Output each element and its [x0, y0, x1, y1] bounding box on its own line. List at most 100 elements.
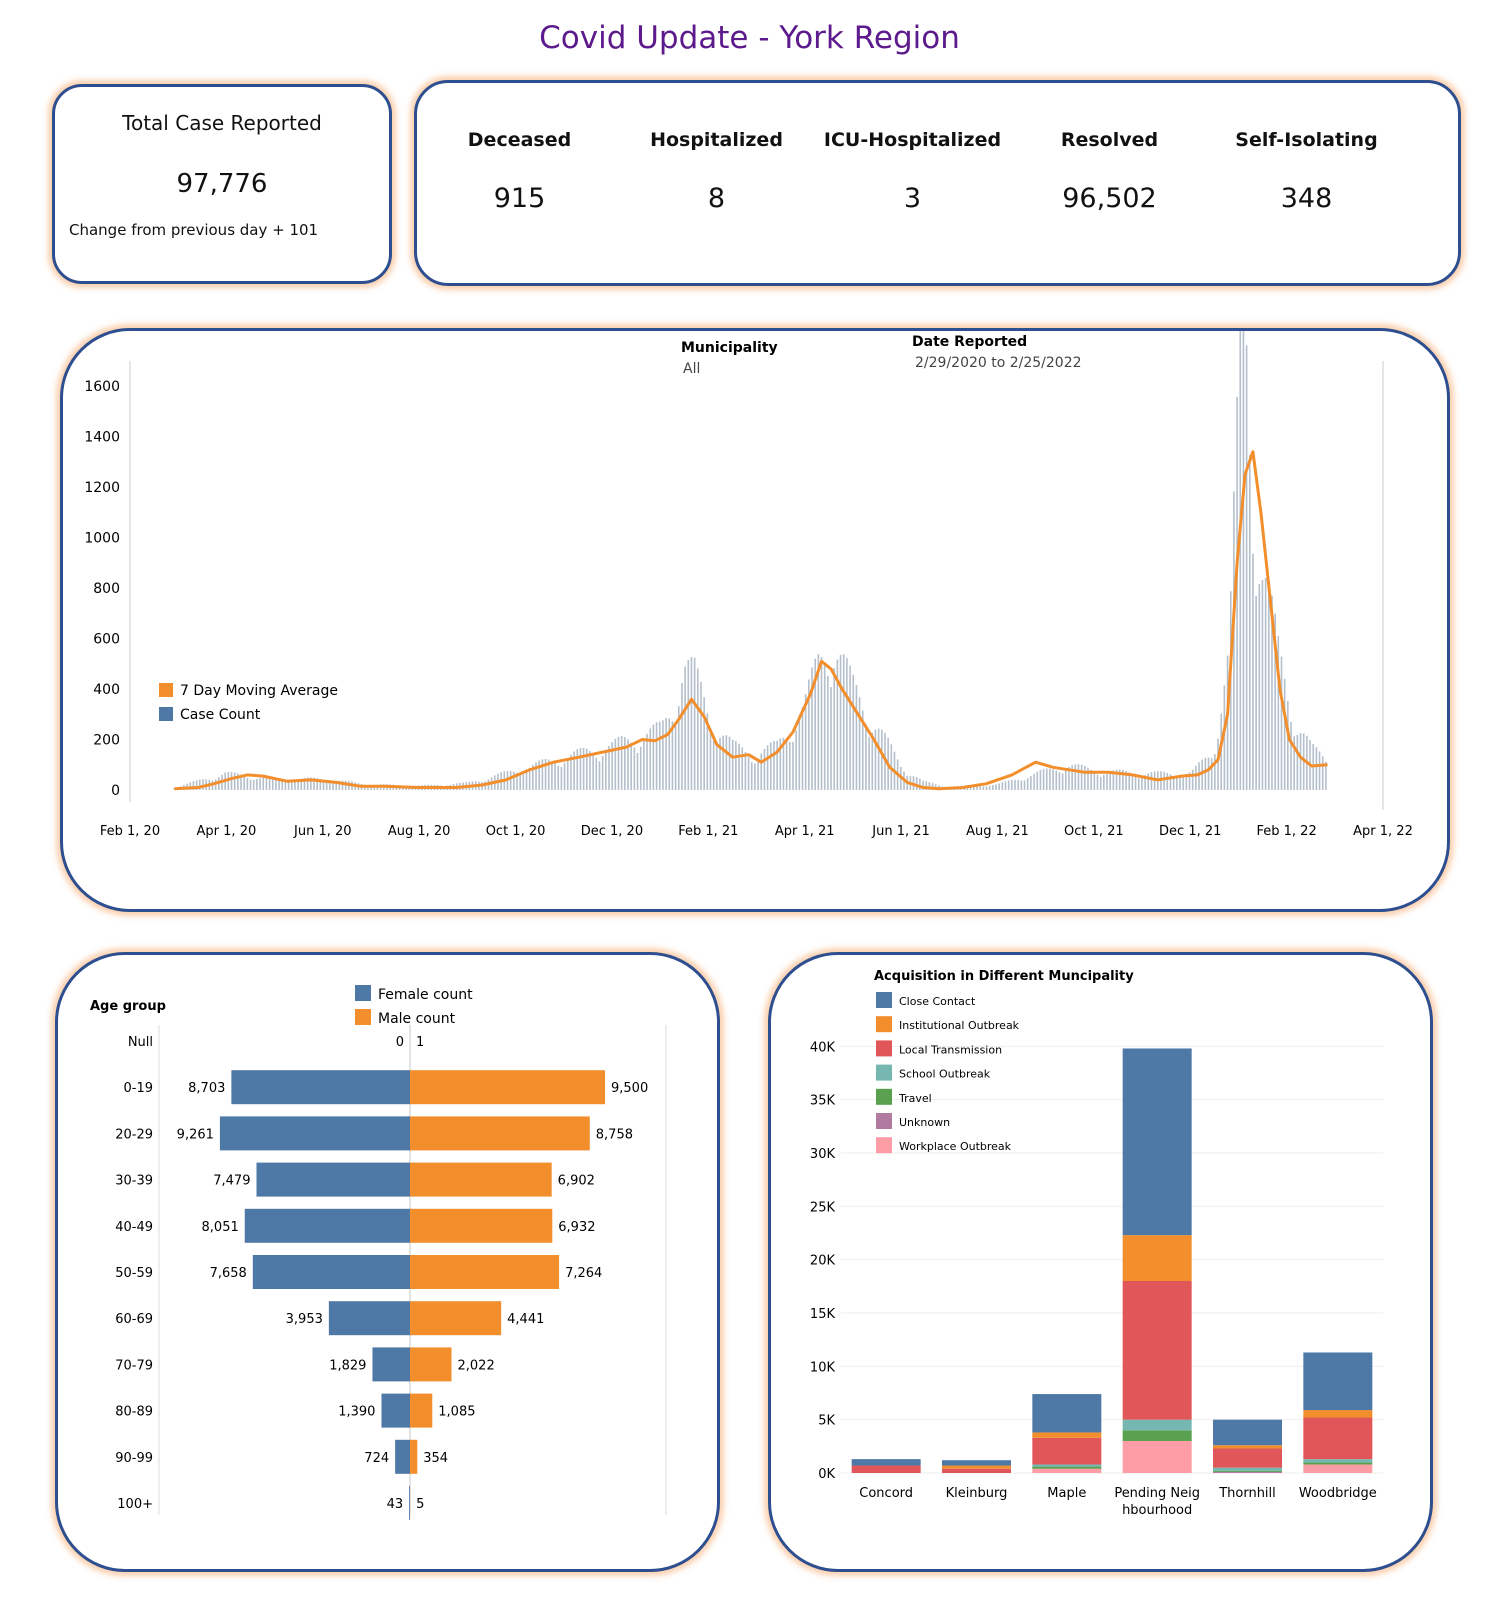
case-count-bar — [744, 751, 747, 790]
case-count-bar — [814, 658, 816, 790]
municipality-filter-value[interactable]: All — [683, 361, 700, 377]
case-count-bar — [684, 666, 686, 790]
case-count-bar — [1274, 613, 1276, 790]
stat-label: Self-Isolating — [1235, 129, 1378, 151]
male-bar — [410, 1070, 605, 1105]
case-count-bar — [1099, 776, 1102, 790]
case-count-bar — [833, 668, 836, 790]
case-count-bar — [830, 687, 832, 790]
stack-segment — [1122, 1441, 1192, 1473]
case-count-bar — [925, 781, 928, 790]
stack-segment — [1213, 1467, 1282, 1471]
case-count-bar — [284, 780, 287, 790]
case-count-bar — [608, 746, 610, 790]
legend-swatch — [876, 1016, 892, 1033]
y-tick-label: 5K — [818, 1414, 835, 1429]
female-bar — [231, 1070, 410, 1105]
case-count-bar — [1001, 782, 1004, 790]
case-count-bar — [589, 751, 591, 790]
municipality-filter-label: Municipality — [681, 340, 778, 356]
case-count-bar — [281, 779, 284, 790]
stat-deceased: Deceased 915 — [417, 129, 622, 214]
case-count-bar — [1287, 701, 1289, 790]
case-count-bar — [1080, 764, 1083, 790]
moving-average-line — [174, 450, 1328, 791]
case-count-bar — [617, 736, 620, 790]
case-count-bar — [1315, 747, 1318, 790]
y-tick-label: 1400 — [84, 430, 120, 446]
case-count-bar — [513, 771, 515, 790]
case-count-bar — [300, 778, 303, 790]
female-value-label: 7,658 — [210, 1266, 247, 1281]
stat-value: 3 — [903, 183, 922, 214]
case-count-bar — [801, 707, 804, 790]
case-count-bar — [1220, 713, 1223, 790]
legend-swatch — [876, 1040, 892, 1057]
legend-label: Workplace Outbreak — [899, 1140, 1012, 1153]
age-axis-title: Age group — [90, 999, 166, 1014]
legend-swatch-female — [355, 985, 371, 1001]
case-count-bar — [779, 738, 782, 790]
case-count-bar — [1064, 770, 1067, 790]
case-count-bar — [509, 770, 512, 790]
case-count-bar — [275, 777, 277, 790]
case-count-bar — [1112, 770, 1115, 790]
case-count-bar — [671, 721, 674, 790]
case-count-bar — [998, 783, 1000, 790]
case-count-bar — [1239, 331, 1242, 790]
y-tick-label: 10K — [810, 1360, 836, 1375]
case-count-bar — [877, 728, 880, 790]
female-bar — [219, 1116, 410, 1151]
cases-over-time-chart: Municipality All Date Reported 2/29/2020… — [84, 331, 1413, 839]
case-count-bar — [646, 733, 648, 790]
case-count-bar — [627, 739, 629, 790]
case-count-bar — [928, 782, 931, 790]
case-count-bar — [1248, 454, 1251, 790]
stack-segment — [1303, 1417, 1373, 1460]
stack-segment — [1032, 1394, 1102, 1433]
case-count-bar — [322, 780, 325, 790]
stack-segment — [942, 1465, 1011, 1469]
x-tick-label: Dec 1, 20 — [581, 824, 643, 839]
case-count-bar — [1280, 656, 1283, 790]
case-count-bar — [1166, 772, 1169, 790]
case-count-bar — [719, 737, 721, 790]
case-count-bar — [535, 762, 537, 790]
stack-segment — [1122, 1235, 1192, 1281]
stack-segment — [1032, 1437, 1102, 1465]
age-group-chart: Age group Female count Male count Null 0 1… — [90, 985, 667, 1520]
legend-label: Local Transmission — [899, 1043, 1002, 1056]
case-count-bar — [230, 771, 233, 790]
case-count-bar — [662, 720, 664, 790]
x-tick-label: Jun 1, 20 — [293, 824, 352, 839]
date-filter-value[interactable]: 2/29/2020 to 2/25/2022 — [915, 355, 1082, 371]
case-count-bar — [630, 742, 632, 790]
case-count-bar — [1011, 779, 1013, 790]
female-bar — [252, 1255, 410, 1289]
x-tick-label: Oct 1, 21 — [1064, 824, 1124, 839]
case-count-bar — [1325, 761, 1327, 790]
case-count-bar — [639, 746, 642, 790]
case-count-bar — [776, 740, 778, 790]
x-tick-label: Jun 1, 21 — [871, 824, 930, 839]
case-count-bar — [712, 740, 715, 790]
case-count-bar — [1201, 759, 1203, 790]
case-count-bar — [1217, 738, 1219, 790]
x-tick-label: Aug 1, 21 — [966, 824, 1029, 839]
case-count-bar — [287, 781, 290, 790]
case-count-bar — [735, 741, 737, 790]
case-count-bar — [976, 785, 978, 790]
stack-segment — [1213, 1471, 1282, 1473]
case-count-bar — [1214, 754, 1216, 790]
case-count-bar — [1141, 776, 1143, 790]
legend-label-case-count: Case Count — [180, 707, 261, 723]
stat-value: 915 — [493, 183, 546, 214]
case-count-bar — [1137, 778, 1140, 790]
case-count-bar — [874, 729, 877, 790]
female-value-label: 7,479 — [213, 1174, 250, 1189]
case-count-bar — [690, 657, 693, 790]
case-count-bar — [846, 657, 848, 790]
x-tick-label: Apr 1, 20 — [197, 824, 257, 839]
y-tick-label: 35K — [810, 1094, 836, 1109]
male-value-label: 4,441 — [507, 1312, 544, 1327]
